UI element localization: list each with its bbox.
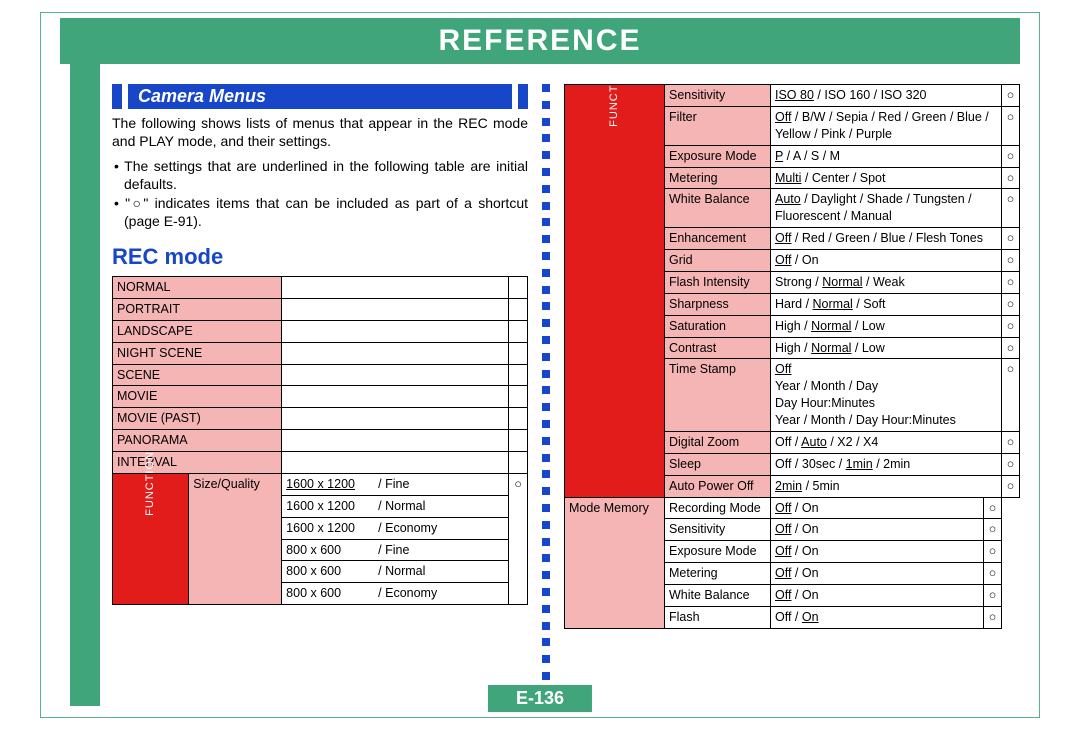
setting-name: Sharpness <box>665 293 771 315</box>
size-quality-opt: 1600 x 1200/ Normal <box>282 495 509 517</box>
mode-row: LANDSCAPE <box>113 320 282 342</box>
shortcut-circle: ○ <box>1002 167 1020 189</box>
mode-memory-opts: Off / On <box>771 519 984 541</box>
page-number: E-136 <box>488 685 592 712</box>
mode-row: NORMAL <box>113 277 282 299</box>
mode-row: NIGHT SCENE <box>113 342 282 364</box>
header-bar-left <box>112 84 122 109</box>
setting-name: Flash Intensity <box>665 271 771 293</box>
right-column: FUNCTIONSensitivityISO 80 / ISO 160 / IS… <box>564 84 1020 629</box>
mode-memory-sub: Flash <box>665 606 771 628</box>
shortcut-circle: ○ <box>1002 145 1020 167</box>
section-header-wrap: Camera Menus <box>112 84 528 109</box>
column-divider <box>540 84 552 680</box>
mode-memory-sub: White Balance <box>665 585 771 607</box>
size-quality-opt: 1600 x 1200/ Economy <box>282 517 509 539</box>
mode-memory-opts: Off / On <box>771 585 984 607</box>
setting-options: 2min / 5min <box>771 475 1002 497</box>
mode-title: REC mode <box>112 244 528 270</box>
header-bar-right <box>518 84 528 109</box>
intro-text: The following shows lists of menus that … <box>112 115 528 150</box>
setting-name: White Balance <box>665 189 771 228</box>
setting-name: Filter <box>665 106 771 145</box>
shortcut-circle: ○ <box>1002 85 1020 107</box>
page-title: REFERENCE <box>60 18 1020 64</box>
setting-name: Grid <box>665 250 771 272</box>
mode-memory-opts: Off / On <box>771 606 984 628</box>
right-table: FUNCTIONSensitivityISO 80 / ISO 160 / IS… <box>564 84 1020 629</box>
shortcut-circle: ○ <box>1002 359 1020 432</box>
mode-memory-opts: Off / On <box>771 497 984 519</box>
left-column: Camera Menus The following shows lists o… <box>112 84 528 605</box>
shortcut-circle: ○ <box>984 563 1002 585</box>
setting-options: Hard / Normal / Soft <box>771 293 1002 315</box>
setting-name: Enhancement <box>665 228 771 250</box>
setting-name: Auto Power Off <box>665 475 771 497</box>
shortcut-circle: ○ <box>1002 475 1020 497</box>
setting-options: Off / B/W / Sepia / Red / Green / Blue /… <box>771 106 1002 145</box>
shortcut-circle: ○ <box>1002 250 1020 272</box>
setting-options: Auto / Daylight / Shade / Tungsten / Flu… <box>771 189 1002 228</box>
size-quality-opt: 1600 x 1200/ Fine <box>282 473 509 495</box>
mode-row: INTERVAL <box>113 452 282 474</box>
shortcut-circle: ○ <box>984 585 1002 607</box>
function-label-right: FUNCTION <box>565 85 665 498</box>
setting-options: Multi / Center / Spot <box>771 167 1002 189</box>
bullet-1: • The settings that are underlined in th… <box>112 158 528 193</box>
mode-memory-sub: Metering <box>665 563 771 585</box>
setting-options: Off / Red / Green / Blue / Flesh Tones <box>771 228 1002 250</box>
mode-memory-label: Mode Memory <box>565 497 665 628</box>
shortcut-circle: ○ <box>1002 228 1020 250</box>
shortcut-circle: ○ <box>1002 189 1020 228</box>
shortcut-circle: ○ <box>1002 106 1020 145</box>
side-tab <box>70 18 100 706</box>
shortcut-circle: ○ <box>1002 271 1020 293</box>
function-label-left: FUNCTION <box>113 473 189 604</box>
shortcut-circle: ○ <box>984 541 1002 563</box>
setting-name: Exposure Mode <box>665 145 771 167</box>
size-quality-opt: 800 x 600/ Economy <box>282 583 509 605</box>
shortcut-circle: ○ <box>1002 293 1020 315</box>
size-quality-opt: 800 x 600/ Normal <box>282 561 509 583</box>
setting-name: Saturation <box>665 315 771 337</box>
shortcut-circle: ○ <box>1002 431 1020 453</box>
setting-name: Contrast <box>665 337 771 359</box>
shortcut-circle: ○ <box>1002 453 1020 475</box>
mode-row: PANORAMA <box>113 430 282 452</box>
shortcut-circle: ○ <box>1002 337 1020 359</box>
mode-memory-sub: Sensitivity <box>665 519 771 541</box>
shortcut-circle: ○ <box>1002 315 1020 337</box>
setting-name: Sleep <box>665 453 771 475</box>
setting-options: Off / On <box>771 250 1002 272</box>
shortcut-circle: ○ <box>984 606 1002 628</box>
setting-name: Metering <box>665 167 771 189</box>
mode-memory-sub: Exposure Mode <box>665 541 771 563</box>
mode-memory-sub: Recording Mode <box>665 497 771 519</box>
section-header: Camera Menus <box>128 84 512 109</box>
size-quality-opt: 800 x 600/ Fine <box>282 539 509 561</box>
setting-name: Sensitivity <box>665 85 771 107</box>
bullet-2: • "○" indicates items that can be includ… <box>112 195 528 230</box>
shortcut-circle: ○ <box>984 497 1002 519</box>
setting-options: Off / 30sec / 1min / 2min <box>771 453 1002 475</box>
setting-name: Time Stamp <box>665 359 771 432</box>
setting-options: Off / Auto / X2 / X4 <box>771 431 1002 453</box>
setting-options: P / A / S / M <box>771 145 1002 167</box>
setting-options: OffYear / Month / DayDay Hour:MinutesYea… <box>771 359 1002 432</box>
mode-row: MOVIE <box>113 386 282 408</box>
left-table: NORMALPORTRAITLANDSCAPENIGHT SCENESCENEM… <box>112 276 528 605</box>
mode-memory-opts: Off / On <box>771 563 984 585</box>
size-quality-label: Size/Quality <box>189 473 282 604</box>
setting-options: ISO 80 / ISO 160 / ISO 320 <box>771 85 1002 107</box>
setting-options: High / Normal / Low <box>771 315 1002 337</box>
mode-row: PORTRAIT <box>113 298 282 320</box>
setting-options: Strong / Normal / Weak <box>771 271 1002 293</box>
mode-memory-opts: Off / On <box>771 541 984 563</box>
setting-options: High / Normal / Low <box>771 337 1002 359</box>
mode-row: SCENE <box>113 364 282 386</box>
shortcut-circle: ○ <box>509 473 528 604</box>
setting-name: Digital Zoom <box>665 431 771 453</box>
mode-row: MOVIE (PAST) <box>113 408 282 430</box>
shortcut-circle: ○ <box>984 519 1002 541</box>
